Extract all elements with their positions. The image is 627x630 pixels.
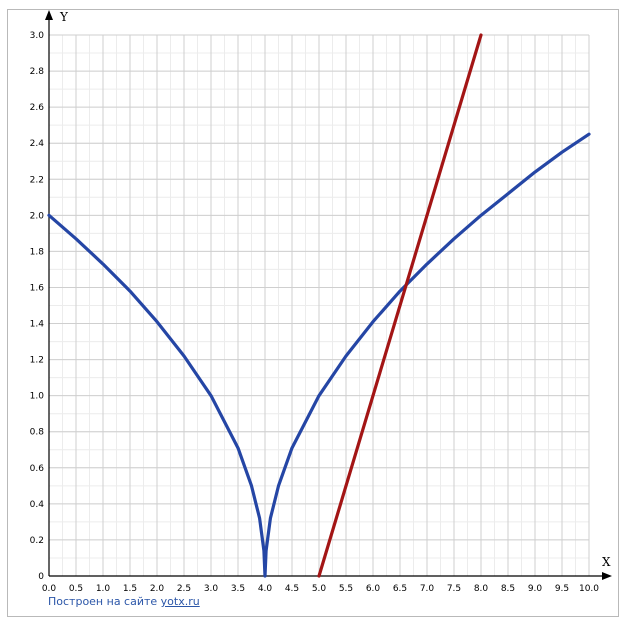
x-tick-label: 9.5 [555, 584, 569, 594]
x-tick-label: 2.0 [150, 584, 165, 594]
y-axis-arrow [45, 10, 53, 20]
y-tick-label: 1.8 [30, 247, 45, 257]
y-tick-label: 0.2 [30, 536, 44, 546]
x-tick-label: 8.5 [501, 584, 515, 594]
x-axis-arrow [602, 572, 612, 580]
x-tick-label: 0.5 [69, 584, 83, 594]
x-tick-label: 4.0 [258, 584, 273, 594]
y-tick-label: 3.0 [30, 31, 45, 41]
x-axis-label: X [602, 555, 611, 569]
y-tick-label: 0.8 [30, 428, 45, 438]
x-tick-label: 5.5 [339, 584, 353, 594]
x-tick-label: 7.5 [447, 584, 461, 594]
grid-major [48, 34, 590, 577]
y-tick-label: 1.2 [30, 356, 44, 366]
chart-frame [7, 9, 619, 617]
credit-line: Построен на сайте yotx.ru [48, 595, 200, 608]
credit-link[interactable]: yotx.ru [160, 595, 200, 608]
x-tick-label: 3.5 [231, 584, 245, 594]
x-tick-label: 9.0 [528, 584, 543, 594]
series-line-1 [47, 132, 591, 578]
x-tick-label: 8.0 [474, 584, 489, 594]
x-tick-label: 6.0 [366, 584, 381, 594]
y-tick-label: 1.0 [30, 392, 45, 402]
y-tick-label: 1.4 [30, 320, 45, 330]
x-tick-label: 5.0 [312, 584, 327, 594]
x-tick-label: 1.0 [96, 584, 111, 594]
x-tick-label: 0.0 [42, 584, 57, 594]
x-tick-label: 10.0 [579, 584, 599, 594]
y-tick-label: 2.8 [30, 67, 45, 77]
y-tick-label: 2.2 [30, 175, 44, 185]
x-tick-label: 4.5 [285, 584, 299, 594]
series-line-2 [317, 33, 483, 578]
y-tick-label: 2.4 [30, 139, 45, 149]
y-tick-label: 0 [38, 572, 44, 582]
y-tick-label: 0.6 [30, 464, 45, 474]
y-tick-label: 1.6 [30, 283, 45, 293]
y-axis-label: Y [59, 10, 69, 24]
x-tick-label: 6.5 [393, 584, 407, 594]
x-tick-label: 2.5 [177, 584, 191, 594]
credit-text: Построен на сайте [48, 595, 161, 608]
y-tick-label: 0.4 [30, 500, 45, 510]
y-tick-label: 2.0 [30, 211, 45, 221]
x-tick-label: 1.5 [123, 584, 137, 594]
x-tick-label: 3.0 [204, 584, 219, 594]
x-tick-label: 7.0 [420, 584, 435, 594]
y-tick-label: 2.6 [30, 103, 45, 113]
